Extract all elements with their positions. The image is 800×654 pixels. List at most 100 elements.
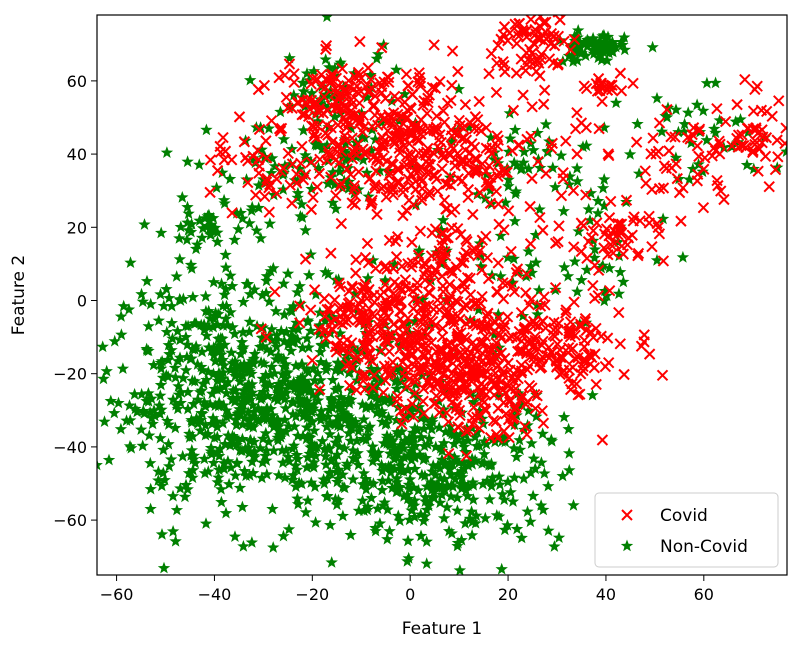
- non-covid-point: [259, 380, 273, 392]
- non-covid-point: [319, 265, 332, 278]
- non-covid-point: [304, 324, 317, 337]
- non-covid-point: [220, 318, 234, 331]
- covid-point: [420, 149, 432, 162]
- covid-point: [671, 172, 683, 185]
- covid-point: [593, 122, 605, 135]
- covid-point: [604, 238, 617, 251]
- covid-point: [596, 434, 609, 446]
- covid-point: [445, 206, 458, 218]
- covid-point: [562, 342, 575, 354]
- covid-point: [540, 167, 552, 180]
- non-covid-point: [323, 175, 337, 187]
- covid-point: [682, 131, 694, 144]
- non-covid-point: [272, 387, 285, 399]
- non-covid-point: [329, 202, 342, 215]
- non-covid-point: [334, 390, 347, 403]
- non-covid-point: [408, 510, 421, 523]
- non-covid-point: [360, 483, 373, 495]
- non-covid-point: [361, 91, 374, 103]
- non-covid-point: [415, 431, 428, 443]
- non-covid-point: [498, 493, 511, 506]
- covid-point: [756, 124, 768, 136]
- non-covid-point: [324, 84, 337, 96]
- non-covid-point: [359, 472, 372, 485]
- non-covid-point: [236, 341, 249, 354]
- covid-point: [548, 30, 560, 42]
- non-covid-point: [291, 463, 304, 476]
- non-covid-point: [288, 382, 302, 395]
- non-covid-point: [326, 394, 339, 407]
- covid-point: [309, 96, 322, 108]
- non-covid-point: [334, 364, 347, 377]
- covid-point: [406, 88, 418, 101]
- covid-point: [752, 165, 764, 177]
- non-covid-point: [593, 35, 606, 48]
- non-covid-point: [276, 367, 289, 380]
- covid-point: [492, 360, 505, 372]
- non-covid-point: [364, 68, 377, 81]
- non-covid-point: [181, 338, 194, 351]
- non-covid-point: [289, 459, 302, 471]
- non-covid-point: [211, 318, 224, 331]
- non-covid-point: [154, 431, 167, 444]
- non-covid-point: [676, 250, 690, 263]
- non-covid-point: [586, 388, 599, 401]
- non-covid-point: [314, 345, 327, 358]
- non-covid-point: [390, 63, 403, 76]
- non-covid-point: [245, 354, 259, 367]
- non-covid-point: [678, 117, 691, 130]
- non-covid-point: [230, 418, 243, 431]
- covid-point: [453, 114, 465, 127]
- covid-point: [439, 178, 452, 190]
- non-covid-point: [247, 466, 260, 479]
- non-covid-point: [598, 294, 611, 307]
- non-covid-point: [247, 352, 260, 365]
- covid-point: [217, 131, 229, 144]
- covid-point: [400, 159, 413, 171]
- covid-point: [283, 58, 296, 70]
- non-covid-point: [243, 315, 256, 328]
- non-covid-point: [253, 389, 266, 402]
- covid-point: [436, 256, 448, 268]
- covid-point: [344, 296, 356, 308]
- covid-point: [532, 343, 544, 355]
- non-covid-point: [299, 148, 312, 161]
- non-covid-point: [478, 447, 491, 460]
- non-covid-point: [200, 373, 213, 386]
- series-non-covid: [97, 15, 787, 575]
- covid-point: [476, 394, 488, 407]
- non-covid-point: [176, 449, 189, 462]
- non-covid-point: [346, 444, 360, 456]
- covid-point: [437, 105, 450, 117]
- covid-point: [450, 261, 462, 273]
- covid-point: [510, 401, 522, 414]
- non-covid-point: [321, 489, 334, 502]
- covid-point: [428, 39, 440, 51]
- covid-point: [753, 143, 766, 155]
- non-covid-point: [207, 275, 220, 288]
- non-covid-point: [255, 391, 269, 404]
- non-covid-point: [201, 219, 214, 232]
- non-covid-point: [297, 85, 310, 97]
- non-covid-point: [198, 395, 211, 408]
- non-covid-point: [378, 496, 391, 508]
- covid-point: [412, 76, 424, 88]
- covid-point: [399, 370, 411, 382]
- non-covid-point: [508, 471, 521, 484]
- covid-point: [211, 164, 224, 177]
- x-axis: −60 −40 −20 0 20 40 60: [100, 575, 714, 604]
- non-covid-point: [213, 382, 227, 395]
- non-covid-point: [426, 465, 439, 477]
- non-covid-point: [265, 322, 278, 335]
- non-covid-point: [166, 332, 179, 345]
- covid-point: [311, 73, 324, 86]
- non-covid-point: [328, 452, 341, 465]
- non-covid-point: [442, 524, 456, 537]
- non-covid-point: [323, 427, 337, 440]
- non-covid-point: [329, 383, 342, 396]
- covid-point: [430, 125, 443, 137]
- non-covid-point: [344, 528, 357, 541]
- non-covid-point: [142, 387, 155, 399]
- non-covid-point: [229, 369, 242, 382]
- non-covid-point: [387, 444, 400, 456]
